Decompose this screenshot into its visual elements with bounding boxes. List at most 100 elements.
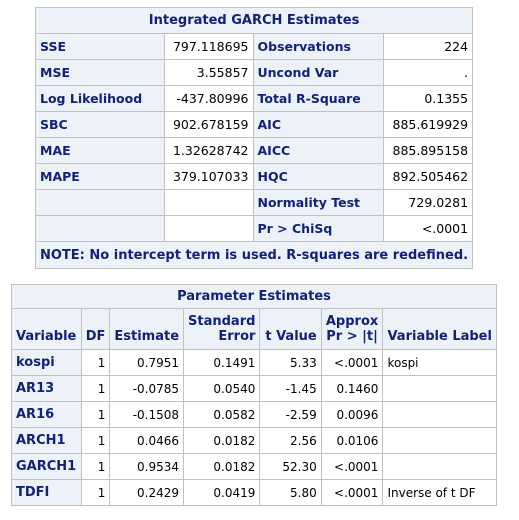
std-error-value: 0.0582 [183,401,261,428]
stat-label: MAPE [34,163,166,190]
p-value: 0.1460 [320,375,384,402]
col-header-variable-label: Variable Label [382,308,497,350]
col-header-standard-error-line1: Standard [188,314,256,329]
variable-label: Inverse of t DF [382,479,497,506]
stat-label: Uncond Var [252,59,384,86]
df-value: 1 [80,453,111,480]
estimate-value: 0.9534 [109,453,185,480]
stat-value: 224 [382,33,474,60]
col-header-approx-line2: Pr > |t| [326,329,378,344]
p-value: <.0001 [320,349,384,376]
t-value: 52.30 [259,453,322,480]
stat-value: 379.107033 [164,163,254,190]
stat-label: SSE [34,33,166,60]
stat-label: MSE [34,59,166,86]
p-value: 0.0106 [320,427,384,454]
stat-value: 885.895158 [382,137,474,164]
table-row: kospi 1 0.7951 0.1491 5.33 <.0001 kospi [11,349,497,376]
col-header-variable: Variable [11,308,82,350]
col-header-df: DF [80,308,111,350]
stat-label: Observations [252,33,384,60]
stat-value: -437.80996 [164,85,254,112]
stat-value: 885.619929 [382,111,474,138]
df-value: 1 [80,375,111,402]
std-error-value: 0.0182 [183,453,261,480]
t-value: -1.45 [259,375,322,402]
df-value: 1 [80,479,111,506]
column-header-row: Variable DF Estimate Standard Error t Va… [11,308,497,350]
stat-label: Pr > ChiSq [252,215,384,242]
stat-row: MAE 1.32628742 AICC 885.895158 [34,137,474,164]
note-text: NOTE: No intercept term is used. R-squar… [34,241,474,269]
stat-value: 902.678159 [164,111,254,138]
estimate-value: 0.2429 [109,479,185,506]
stat-label: Total R-Square [252,85,384,112]
stat-value [164,189,254,216]
variable-name: kospi [11,349,82,376]
variable-name: TDFI [11,479,82,506]
stat-label: Log Likelihood [34,85,166,112]
p-value: <.0001 [320,479,384,506]
t-value: 5.80 [259,479,322,506]
stat-value [164,215,254,242]
stat-value: 1.32628742 [164,137,254,164]
p-value: 0.0096 [320,401,384,428]
parameter-estimates-table: Parameter Estimates Variable DF Estimate… [11,284,497,506]
stat-value: 797.118695 [164,33,254,60]
t-value: 5.33 [259,349,322,376]
table-row: TDFI 1 0.2429 0.0419 5.80 <.0001 Inverse of t … [11,479,497,506]
df-value: 1 [80,427,111,454]
estimate-value: -0.0785 [109,375,185,402]
parameter-estimates-title: Parameter Estimates [11,284,497,309]
stat-value: 3.55857 [164,59,254,86]
variable-name: AR13 [11,375,82,402]
stat-label: HQC [252,163,384,190]
stat-row: MAPE 379.107033 HQC 892.505462 [34,163,474,190]
p-value: <.0001 [320,453,384,480]
stat-label: AIC [252,111,384,138]
stat-row: SBC 902.678159 AIC 885.619929 [34,111,474,138]
variable-label: kospi [382,349,497,376]
stat-row: SSE 797.118695 Observations 224 [34,33,474,60]
stat-row: Normality Test 729.0281 [34,189,474,216]
df-value: 1 [80,401,111,428]
stat-value: 0.1355 [382,85,474,112]
integrated-garch-table: Integrated GARCH Estimates SSE 797.118695… [34,7,474,269]
variable-name: AR16 [11,401,82,428]
col-header-estimate: Estimate [109,308,185,350]
table-row: AR13 1 -0.0785 0.0540 -1.45 0.1460 [11,375,497,402]
stat-label [34,215,166,242]
variable-label [382,401,497,428]
table-row: GARCH1 1 0.9534 0.0182 52.30 <.0001 [11,453,497,480]
stat-row: Pr > ChiSq <.0001 [34,215,474,242]
stat-label: AICC [252,137,384,164]
col-header-standard-error-line2: Error [218,329,256,344]
std-error-value: 0.1491 [183,349,261,376]
stat-value: <.0001 [382,215,474,242]
variable-label [382,453,497,480]
stat-value: 892.505462 [382,163,474,190]
variable-label [382,375,497,402]
estimate-value: 0.0466 [109,427,185,454]
std-error-value: 0.0182 [183,427,261,454]
stat-value: . [382,59,474,86]
df-value: 1 [80,349,111,376]
std-error-value: 0.0540 [183,375,261,402]
stat-row: MSE 3.55857 Uncond Var. [34,59,474,86]
std-error-value: 0.0419 [183,479,261,506]
variable-label [382,427,497,454]
col-header-t-value: t Value [259,308,322,350]
integrated-garch-title: Integrated GARCH Estimates [34,7,474,34]
table-row: ARCH1 1 0.0466 0.0182 2.56 0.0106 [11,427,497,454]
estimate-value: 0.7951 [109,349,185,376]
stat-row: Log Likelihood -437.80996 Total R-Square 0.… [34,85,474,112]
stat-label: SBC [34,111,166,138]
col-header-approx-p: Approx Pr > |t| [320,308,384,350]
estimate-value: -0.1508 [109,401,185,428]
col-header-standard-error: Standard Error [183,308,261,350]
stat-value: 729.0281 [382,189,474,216]
stat-label: MAE [34,137,166,164]
variable-name: GARCH1 [11,453,82,480]
t-value: -2.59 [259,401,322,428]
t-value: 2.56 [259,427,322,454]
